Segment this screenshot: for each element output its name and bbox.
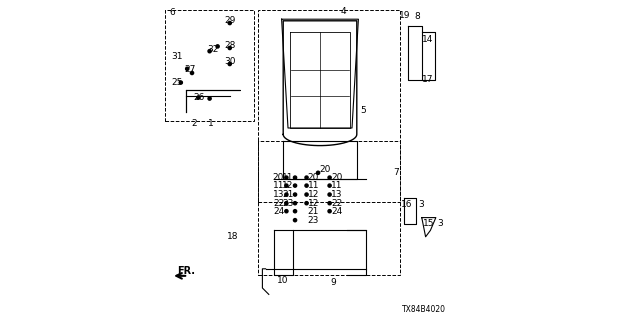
Text: 20: 20	[273, 173, 284, 182]
Circle shape	[293, 193, 297, 196]
Text: 11: 11	[273, 181, 284, 190]
Text: 3: 3	[418, 200, 424, 209]
Text: 12: 12	[282, 181, 294, 190]
Text: 25: 25	[171, 78, 182, 87]
Text: 7: 7	[394, 168, 399, 177]
Circle shape	[328, 210, 332, 213]
Text: 14: 14	[422, 35, 433, 44]
Bar	[165, 10, 254, 121]
Circle shape	[305, 193, 308, 196]
Circle shape	[285, 176, 288, 179]
Bar	[258, 10, 400, 202]
Text: 20: 20	[331, 173, 342, 182]
Text: FR.: FR.	[177, 266, 195, 276]
Text: 21: 21	[308, 207, 319, 216]
Circle shape	[293, 210, 297, 213]
Text: 11: 11	[282, 173, 294, 182]
Text: 16: 16	[401, 200, 413, 209]
Text: 29: 29	[224, 16, 236, 25]
Text: 31: 31	[171, 52, 182, 61]
Text: 5: 5	[360, 106, 366, 115]
Circle shape	[216, 45, 219, 48]
Text: 11: 11	[331, 181, 342, 190]
Circle shape	[285, 202, 288, 205]
Circle shape	[328, 184, 332, 187]
Circle shape	[305, 176, 308, 179]
Text: 32: 32	[207, 45, 218, 54]
Circle shape	[293, 219, 297, 222]
Text: 9: 9	[330, 278, 335, 287]
Text: 22: 22	[273, 199, 284, 208]
Circle shape	[293, 202, 297, 205]
Circle shape	[328, 202, 332, 205]
Circle shape	[197, 96, 200, 99]
Text: 20: 20	[308, 173, 319, 182]
Text: 13: 13	[331, 190, 342, 199]
Circle shape	[179, 81, 182, 84]
Circle shape	[328, 176, 332, 179]
Text: 23: 23	[308, 216, 319, 225]
Text: 15: 15	[423, 220, 435, 228]
Text: 10: 10	[278, 276, 289, 285]
Text: 23: 23	[282, 199, 294, 208]
Text: 13: 13	[273, 190, 284, 199]
Text: 18: 18	[227, 232, 239, 241]
Circle shape	[208, 97, 211, 100]
Text: 21: 21	[282, 190, 294, 199]
Text: 12: 12	[308, 199, 319, 208]
Text: 12: 12	[308, 190, 319, 199]
Text: 20: 20	[319, 165, 330, 174]
Circle shape	[328, 193, 332, 196]
Circle shape	[228, 62, 232, 66]
Text: 3: 3	[437, 220, 443, 228]
Text: 11: 11	[308, 181, 319, 190]
Circle shape	[228, 21, 232, 25]
Circle shape	[316, 171, 320, 174]
Circle shape	[186, 67, 189, 70]
Text: 22: 22	[331, 199, 342, 208]
Text: 26: 26	[193, 93, 205, 102]
Circle shape	[293, 176, 297, 179]
Text: 8: 8	[415, 12, 420, 21]
Circle shape	[285, 210, 288, 213]
Text: 30: 30	[224, 57, 236, 66]
Circle shape	[285, 184, 288, 187]
Text: 27: 27	[184, 65, 195, 74]
Circle shape	[293, 184, 297, 187]
Circle shape	[305, 202, 308, 205]
Text: 4: 4	[340, 7, 346, 16]
Text: 6: 6	[170, 8, 175, 17]
Text: 2: 2	[192, 119, 197, 128]
Text: 19: 19	[399, 11, 410, 20]
Text: 1: 1	[208, 119, 213, 128]
Circle shape	[191, 71, 193, 75]
Bar	[258, 141, 400, 275]
Text: TX84B4020: TX84B4020	[403, 305, 447, 314]
Circle shape	[208, 50, 211, 53]
Circle shape	[305, 184, 308, 187]
Text: 24: 24	[331, 207, 342, 216]
Text: 28: 28	[224, 41, 236, 50]
Text: 24: 24	[273, 207, 284, 216]
Text: 17: 17	[422, 75, 434, 84]
Circle shape	[228, 46, 232, 50]
Circle shape	[285, 193, 288, 196]
